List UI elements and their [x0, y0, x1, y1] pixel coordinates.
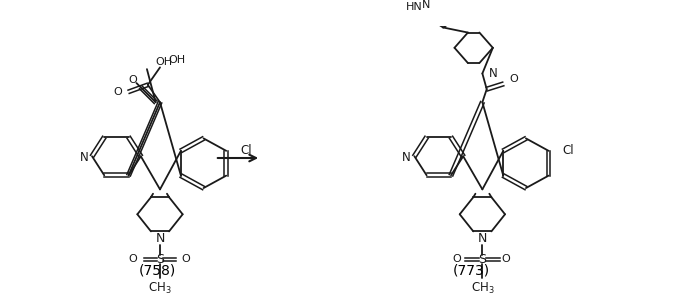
Text: N: N: [489, 67, 498, 80]
Text: N: N: [477, 232, 487, 245]
Text: O: O: [129, 75, 138, 86]
Text: O: O: [113, 87, 122, 97]
Text: N: N: [155, 232, 165, 245]
Text: Cl: Cl: [563, 144, 574, 157]
Text: S: S: [478, 253, 487, 266]
Text: CH$_3$: CH$_3$: [470, 280, 494, 296]
Text: N: N: [80, 150, 89, 164]
Text: O: O: [453, 254, 461, 264]
Text: O: O: [129, 254, 137, 264]
Text: HN: HN: [406, 2, 423, 12]
Text: S: S: [156, 253, 164, 266]
Text: (758): (758): [139, 263, 176, 277]
Text: N: N: [422, 0, 431, 10]
Text: OH: OH: [156, 57, 173, 67]
Text: N: N: [402, 150, 411, 164]
Text: (773): (773): [453, 263, 490, 277]
Text: O: O: [181, 254, 189, 264]
Text: Cl: Cl: [240, 144, 252, 157]
Text: O: O: [510, 74, 518, 84]
Text: OH: OH: [168, 55, 186, 66]
Text: O: O: [502, 254, 510, 264]
Text: CH$_3$: CH$_3$: [148, 280, 172, 296]
